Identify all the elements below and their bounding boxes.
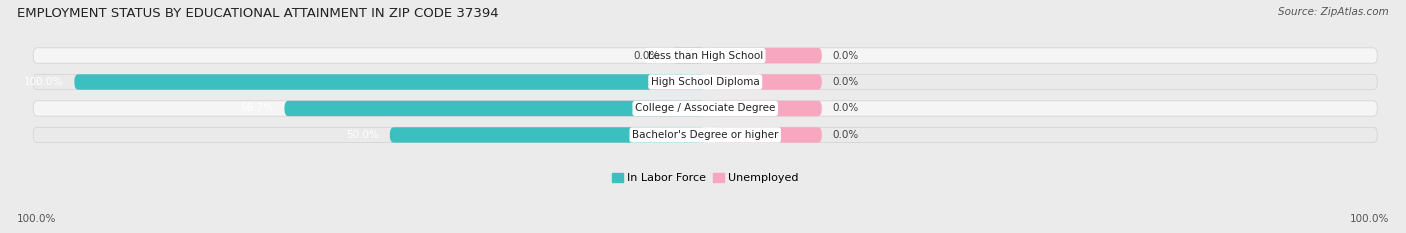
Text: 50.0%: 50.0% [346,130,378,140]
Text: Bachelor's Degree or higher: Bachelor's Degree or higher [633,130,779,140]
Text: Less than High School: Less than High School [648,51,763,61]
FancyBboxPatch shape [34,101,1378,116]
FancyBboxPatch shape [34,74,1378,90]
FancyBboxPatch shape [34,127,1378,143]
FancyBboxPatch shape [711,101,823,116]
Legend: In Labor Force, Unemployed: In Labor Force, Unemployed [612,173,799,183]
FancyBboxPatch shape [711,127,823,143]
FancyBboxPatch shape [711,48,823,63]
Text: Source: ZipAtlas.com: Source: ZipAtlas.com [1278,7,1389,17]
Text: 0.0%: 0.0% [832,130,859,140]
Text: 0.0%: 0.0% [634,51,659,61]
FancyBboxPatch shape [284,101,706,116]
Text: EMPLOYMENT STATUS BY EDUCATIONAL ATTAINMENT IN ZIP CODE 37394: EMPLOYMENT STATUS BY EDUCATIONAL ATTAINM… [17,7,499,20]
FancyBboxPatch shape [711,74,823,90]
Text: 0.0%: 0.0% [832,103,859,113]
Text: 0.0%: 0.0% [832,77,859,87]
Text: 100.0%: 100.0% [1350,214,1389,224]
FancyBboxPatch shape [75,74,706,90]
FancyBboxPatch shape [389,127,706,143]
FancyBboxPatch shape [34,48,1378,63]
Text: High School Diploma: High School Diploma [651,77,759,87]
Text: College / Associate Degree: College / Associate Degree [636,103,776,113]
Text: 0.0%: 0.0% [832,51,859,61]
FancyBboxPatch shape [671,48,706,63]
Text: 100.0%: 100.0% [17,214,56,224]
Text: 66.7%: 66.7% [240,103,274,113]
Text: 100.0%: 100.0% [24,77,63,87]
